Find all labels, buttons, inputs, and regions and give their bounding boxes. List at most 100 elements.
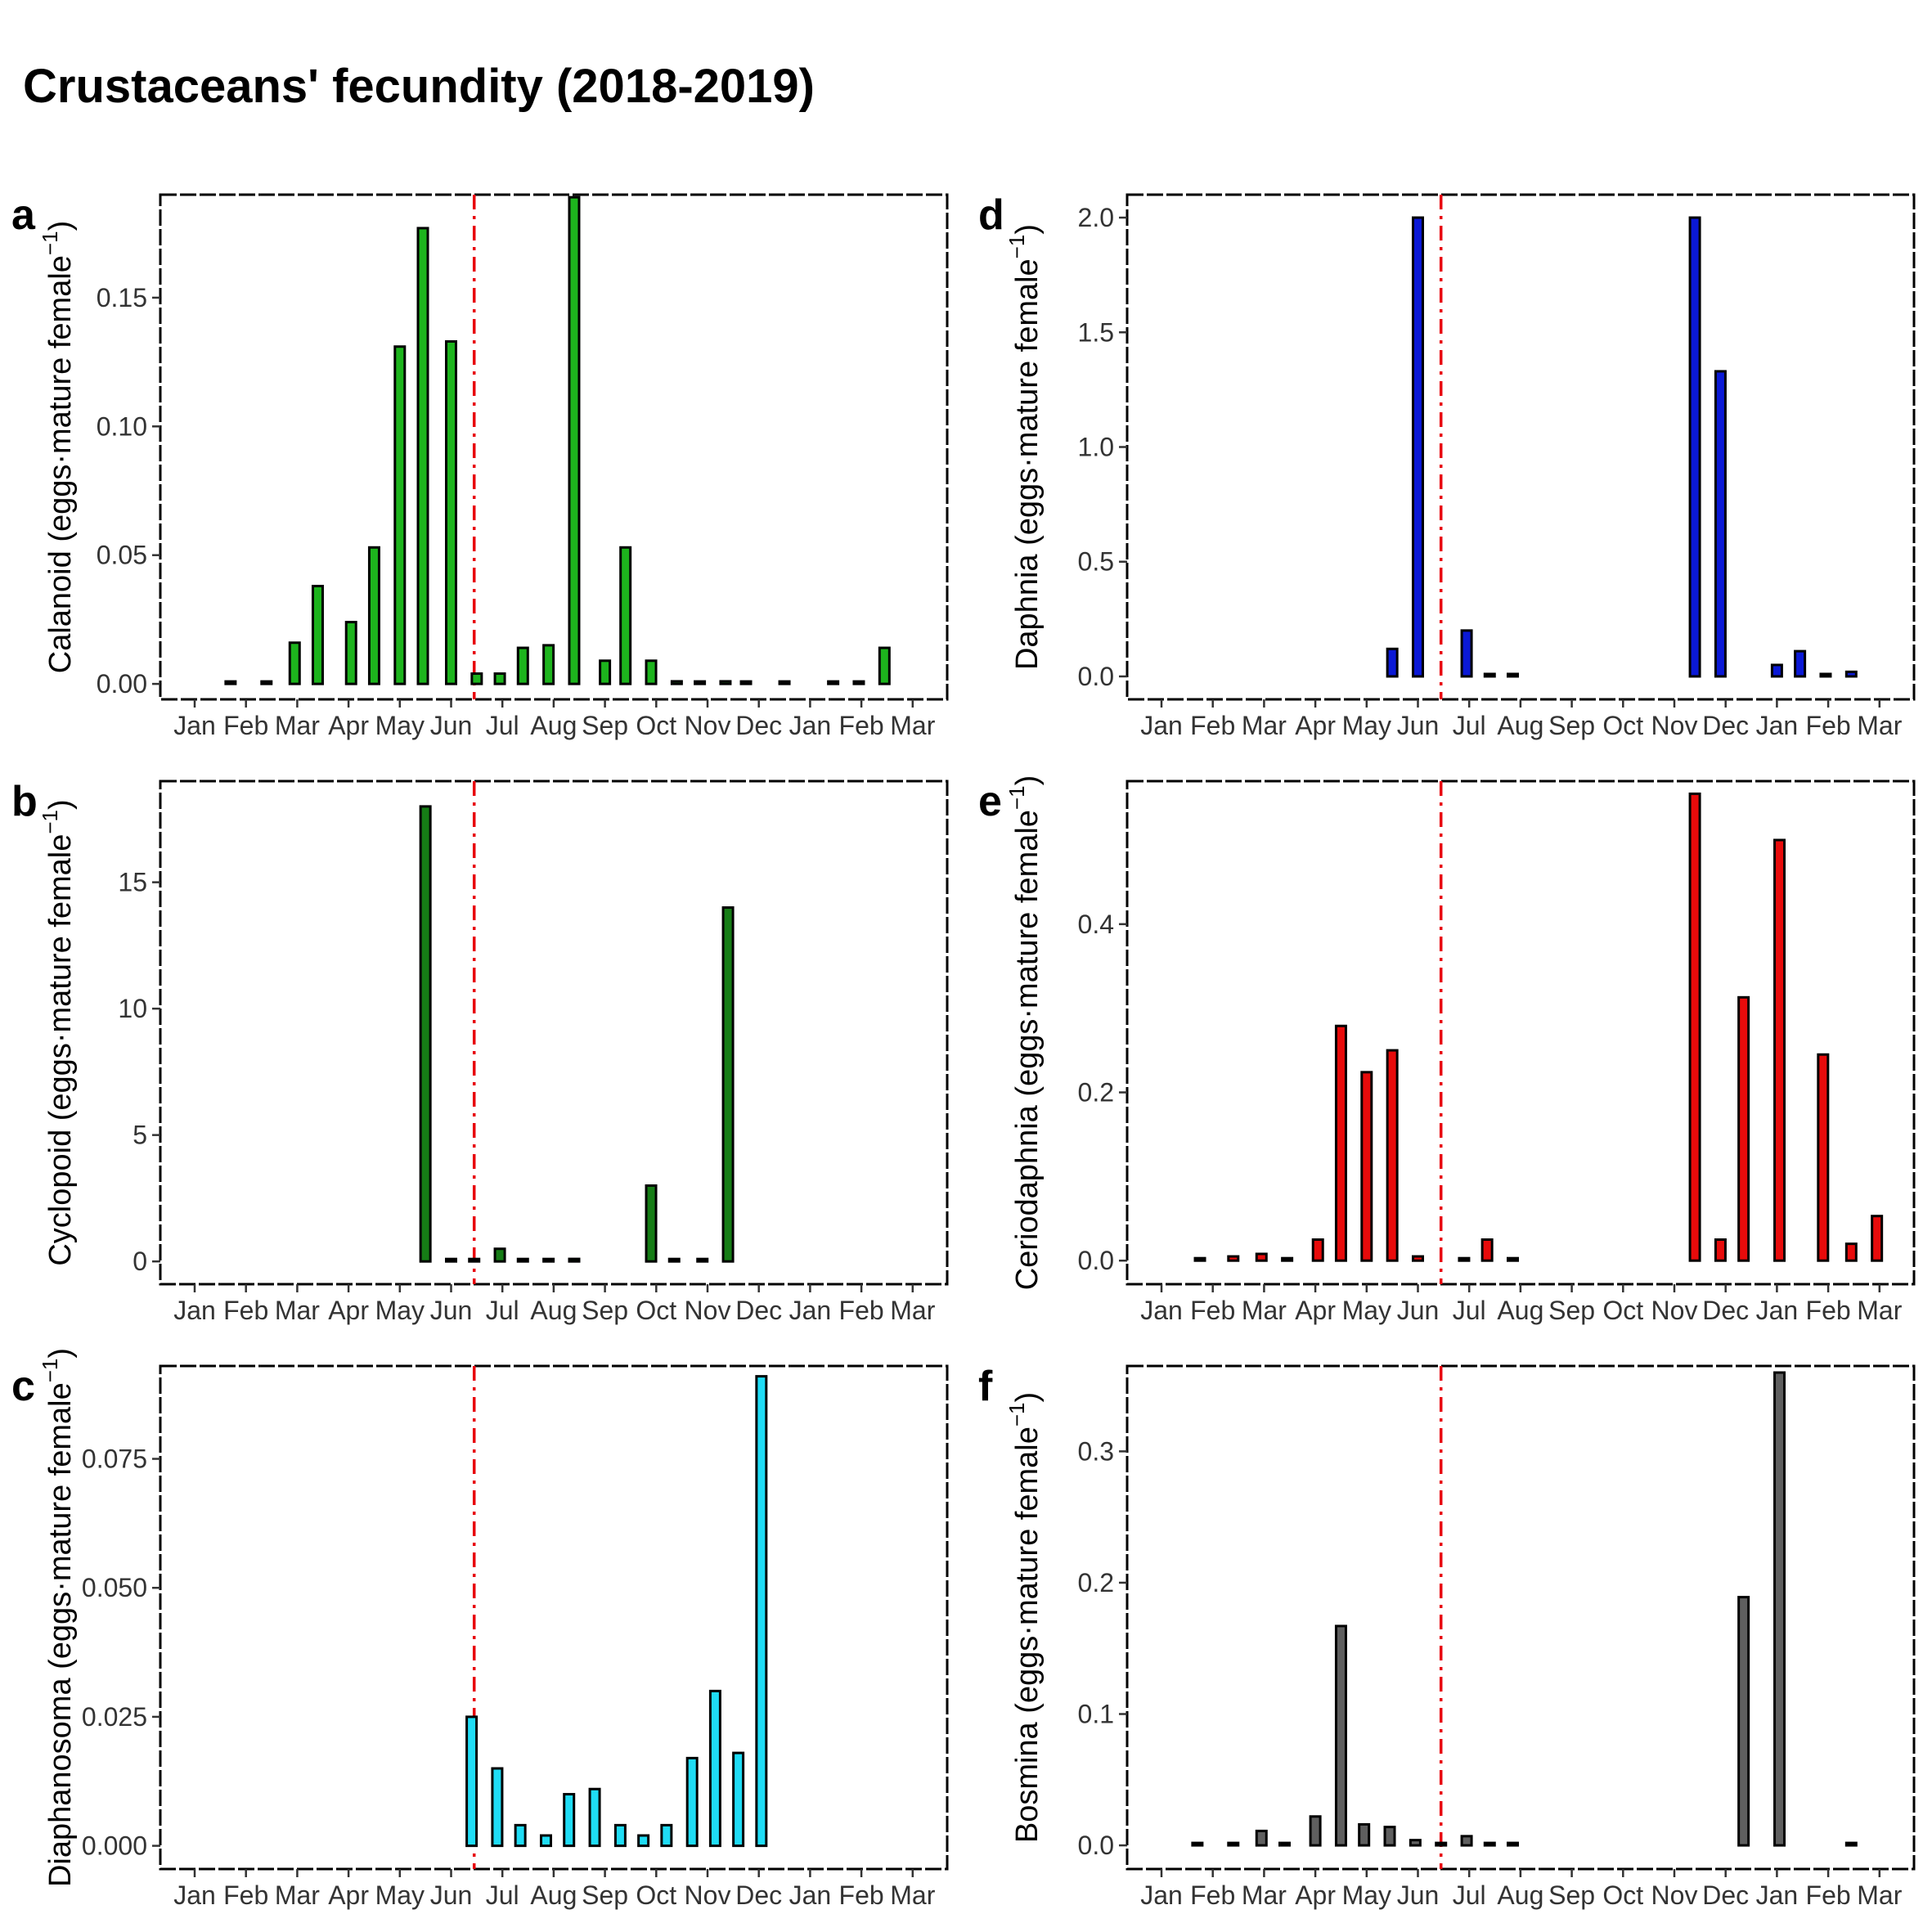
panel-f-xtick-label: Apr <box>1295 1880 1336 1910</box>
panel-d-xtick-label: Nov <box>1651 711 1698 740</box>
panel-d-letter: d <box>978 191 1004 239</box>
panel-d-xtick-label: Dec <box>1702 711 1749 740</box>
panel-c-xtick-label: Jan <box>789 1880 832 1910</box>
panel-b-bar <box>468 1257 481 1263</box>
panel-f-bar <box>1409 1839 1422 1847</box>
panel-c-y-axis-title: Diaphanosoma (eggs·mature female−1) <box>38 1348 78 1887</box>
panel-c-xtick-label: Mar <box>890 1880 935 1910</box>
panel-b-xtick-label: Mar <box>275 1296 320 1325</box>
panel-a-xtick-label: Dec <box>735 711 782 740</box>
panel-a-bar <box>311 584 324 685</box>
panel-d-xtick-label: Feb <box>1190 711 1235 740</box>
panel-f-xtick-label: Oct <box>1602 1880 1643 1910</box>
panel-d-bar <box>1794 649 1807 678</box>
panel-f-ytick-label: 0.1 <box>1078 1700 1114 1729</box>
panel-e-bar <box>1817 1053 1830 1262</box>
panel-c-ytick-label: 0.075 <box>82 1445 147 1474</box>
panel-c-xtick-label: Jan <box>173 1880 216 1910</box>
panel-e-bar <box>1227 1255 1240 1262</box>
panel-d-bar <box>1844 670 1858 678</box>
panel-b-ytick-label: 10 <box>118 994 147 1023</box>
panel-d-xtick-label: Jun <box>1397 711 1440 740</box>
panel-d-ytick-label: 0.0 <box>1078 662 1114 691</box>
panel-a-xtick-label: Oct <box>636 711 676 740</box>
panel-c-bar <box>685 1756 699 1848</box>
panel-c-bar <box>563 1793 576 1848</box>
panel-f-xtick-label: Jan <box>1756 1880 1799 1910</box>
panel-e-ytick-label: 0.2 <box>1078 1078 1114 1108</box>
panel-f-bar <box>1383 1826 1396 1847</box>
panel-f-xtick-label: May <box>1342 1880 1391 1910</box>
panel-e-bar <box>1458 1256 1471 1262</box>
panel-f-letter: f <box>978 1363 993 1410</box>
panel-e-ytick-label: 0.0 <box>1078 1246 1114 1275</box>
panel-c-xtick-label: May <box>375 1880 425 1910</box>
panel-d-xtick-label: Mar <box>1242 711 1287 740</box>
panel-b-bar <box>568 1257 581 1263</box>
panel-c-bar <box>660 1823 673 1848</box>
panel-b-xtick-label: Jun <box>430 1296 473 1325</box>
panel-c-xtick-label: Feb <box>839 1880 884 1910</box>
panel-b-xtick-label: Aug <box>530 1296 577 1325</box>
panel-a-bar <box>645 659 658 685</box>
panel-a-xtick-label: Jan <box>173 711 216 740</box>
panel-e-xtick-label: Nov <box>1651 1296 1698 1325</box>
panel-d-xtick-label: Jan <box>1756 711 1799 740</box>
panel-a-xtick-label: Jan <box>789 711 832 740</box>
panel-f-xtick-label: Jul <box>1453 1880 1486 1910</box>
panel-b-xtick-label: Nov <box>685 1296 731 1325</box>
panel-c-xtick-label: Sep <box>582 1880 628 1910</box>
panel-e-bar <box>1311 1238 1324 1262</box>
panel-d-xtick-label: Mar <box>1857 711 1902 740</box>
panel-f-xtick-label: Jun <box>1397 1880 1440 1910</box>
panel-a-xtick-label: Sep <box>582 711 628 740</box>
panel-b-xtick-label: Sep <box>582 1296 628 1325</box>
panel-a-xtick-label: Jun <box>430 711 473 740</box>
panel-e-bar <box>1688 792 1701 1262</box>
panel-e-xtick-label: Jan <box>1756 1296 1799 1325</box>
panel-c-xtick-label: Mar <box>275 1880 320 1910</box>
panel-c-xtick-label: Feb <box>223 1880 268 1910</box>
panel-a-bar <box>739 680 753 685</box>
panel-c-bar <box>732 1751 745 1848</box>
panel-f-xtick-label: Mar <box>1857 1880 1902 1910</box>
panel-d-xtick-label: Aug <box>1497 711 1543 740</box>
panel-a-ytick-label: 0.05 <box>97 541 147 570</box>
panel-a-bar <box>260 680 273 685</box>
panel-a-bar <box>670 680 683 685</box>
panel-e-xtick-label: Feb <box>1190 1296 1235 1325</box>
panel-d-ytick-label: 1.0 <box>1078 433 1114 462</box>
panel-e-xtick-label: Jul <box>1453 1296 1486 1325</box>
panel-a-ytick-label: 0.15 <box>97 283 147 312</box>
panel-f-bar <box>1309 1815 1322 1847</box>
panel-e-xtick-label: Feb <box>1806 1296 1851 1325</box>
panel-d-ytick-label: 0.5 <box>1078 547 1114 577</box>
panel-a-bar <box>344 621 357 685</box>
panel-a-xtick-label: Nov <box>685 711 731 740</box>
panel-a-ytick-label: 0.00 <box>97 669 147 699</box>
panel-d-xtick-label: May <box>1342 711 1391 740</box>
panel-f-xtick-label: Aug <box>1497 1880 1543 1910</box>
panel-b-xtick-label: Jul <box>486 1296 519 1325</box>
panel-a-bar <box>599 659 612 685</box>
panel-e-xtick-label: Jun <box>1397 1296 1440 1325</box>
panel-f-border <box>1126 1364 1916 1871</box>
panel-e-xtick-label: Mar <box>1242 1296 1287 1325</box>
panel-a-bar <box>852 680 865 685</box>
panel-f-xtick-label: Dec <box>1702 1880 1749 1910</box>
panel-a-bar <box>367 546 380 685</box>
panel-c-ytick-label: 0.000 <box>82 1831 147 1861</box>
panel-f-bar <box>1773 1371 1786 1847</box>
panel-e-bar <box>1281 1256 1294 1262</box>
panel-d-border <box>1126 193 1916 701</box>
panel-b-xtick-label: Jan <box>789 1296 832 1325</box>
panel-e-letter: e <box>978 778 1002 825</box>
panel-a-y-axis-title: Calanoid (eggs·mature female−1) <box>38 221 78 673</box>
panel-c-bar <box>465 1715 479 1848</box>
panel-d-xtick-label: Jul <box>1453 711 1486 740</box>
figure-title: Crustaceans' fecundity (2018-2019) <box>23 60 815 113</box>
panel-a-xtick-label: May <box>375 711 425 740</box>
panel-b-xtick-label: Feb <box>839 1296 884 1325</box>
panel-a-letter: a <box>11 191 36 239</box>
